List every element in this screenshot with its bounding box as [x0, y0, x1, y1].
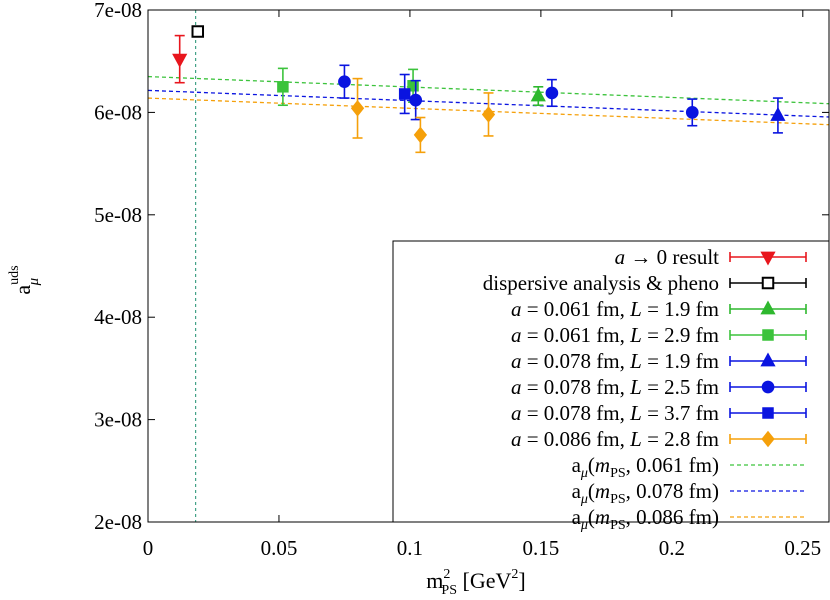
legend-entry-o28: a = 0.086 fm, L = 2.8 fm: [511, 427, 807, 451]
fit-line-fit061: [147, 75, 830, 105]
datapoint-g29-0: [277, 67, 289, 107]
legend-entry-g19: a = 0.061 fm, L = 1.9 fm: [511, 297, 807, 321]
legend-label: a → 0 result: [615, 245, 720, 269]
datapoint-cont-0: [172, 34, 188, 84]
y-tick-label: 4e-08: [94, 305, 142, 329]
datapoint-b25-1: [409, 79, 423, 121]
marker: [409, 93, 423, 107]
legend-label: aμ(mPS, 0.061 fm): [572, 453, 719, 481]
marker: [530, 87, 546, 102]
legend-entry-g29: a = 0.061 fm, L = 2.9 fm: [511, 323, 807, 347]
y-tick-label: 3e-08: [94, 408, 142, 432]
legend-label: dispersive analysis & pheno: [483, 271, 719, 295]
fit-line-fit086: [147, 97, 830, 126]
legend-label: a = 0.078 fm, L = 1.9 fm: [511, 349, 719, 373]
legend-entry-b19: a = 0.078 fm, L = 1.9 fm: [511, 349, 807, 373]
marker: [172, 53, 188, 68]
x-axis-label: m2 PS [GeV2]: [426, 567, 525, 598]
x-tick-label: 0.05: [261, 536, 298, 560]
datapoint-o28-0: [350, 77, 365, 139]
legend-entry-disp: dispersive analysis & pheno: [483, 271, 807, 295]
legend-label: a = 0.061 fm, L = 2.9 fm: [511, 323, 719, 347]
marker: [413, 126, 428, 144]
datapoint-disp-0: [191, 25, 205, 38]
legend-marker: [762, 407, 774, 419]
legend-marker: [761, 380, 775, 394]
x-tick-label: 0.15: [523, 536, 560, 560]
legend-label: a = 0.061 fm, L = 1.9 fm: [511, 297, 719, 321]
legend-entry-fit086: aμ(mPS, 0.086 fm): [572, 505, 806, 533]
marker: [350, 100, 365, 117]
datapoint-b19-0: [770, 97, 786, 134]
datapoint-b25-0: [338, 64, 351, 99]
legend-entry-fit078: aμ(mPS, 0.078 fm): [572, 479, 806, 507]
datapoint-g19-0: [530, 86, 546, 107]
y-tick-label: 2e-08: [94, 510, 142, 534]
axes: 0 0.05 0.1 0.15 0.2 0.25 2e-08 3e-08 4e-08 5e-08 6…: [7, 0, 830, 598]
marker: [191, 25, 205, 38]
x-tick-label: 0.2: [659, 536, 685, 560]
datapoint-o28-2: [481, 92, 496, 137]
y-tick-label: 7e-08: [94, 0, 142, 22]
marker: [338, 75, 351, 89]
datapoint-b25-3: [685, 98, 699, 127]
legend-marker: [760, 300, 776, 315]
x-tick-label: 0.1: [397, 536, 423, 560]
x-tick-label: 0: [143, 536, 154, 560]
marker: [685, 106, 699, 119]
marker: [277, 81, 289, 93]
marker: [481, 106, 496, 123]
datapoint-b37-0: [398, 73, 411, 115]
legend-label: a = 0.086 fm, L = 2.8 fm: [511, 427, 719, 451]
marker: [545, 86, 559, 100]
legend-marker: [761, 276, 775, 290]
legend-entry-cont: a → 0 result: [615, 245, 807, 269]
legend-entry-b37: a = 0.078 fm, L = 3.7 fm: [511, 401, 807, 425]
legend-label: a = 0.078 fm, L = 2.5 fm: [511, 375, 719, 399]
legend-label: aμ(mPS, 0.086 fm): [572, 505, 719, 533]
legend-label: a = 0.078 fm, L = 3.7 fm: [511, 401, 719, 425]
legend-entry-b25: a = 0.078 fm, L = 2.5 fm: [511, 375, 807, 399]
plot-area: [147, 10, 830, 522]
x-tick-label: 0.25: [784, 536, 821, 560]
legend-box: [392, 240, 830, 523]
y-axis-label: auds μ: [7, 265, 42, 294]
y-tick-label: 6e-08: [94, 100, 142, 124]
legend-entry-fit061: aμ(mPS, 0.061 fm): [572, 453, 806, 481]
fit-line-fit078: [147, 89, 830, 118]
y-tick-label: 5e-08: [94, 203, 142, 227]
legend-marker: [760, 251, 776, 266]
legend-marker: [760, 352, 776, 367]
legend-marker: [762, 329, 774, 341]
legend-label: aμ(mPS, 0.078 fm): [572, 479, 719, 507]
marker: [770, 106, 786, 121]
datapoint-b25-2: [545, 78, 559, 108]
marker: [398, 88, 411, 100]
datapoint-o28-1: [413, 116, 428, 154]
legend-marker: [761, 430, 775, 448]
